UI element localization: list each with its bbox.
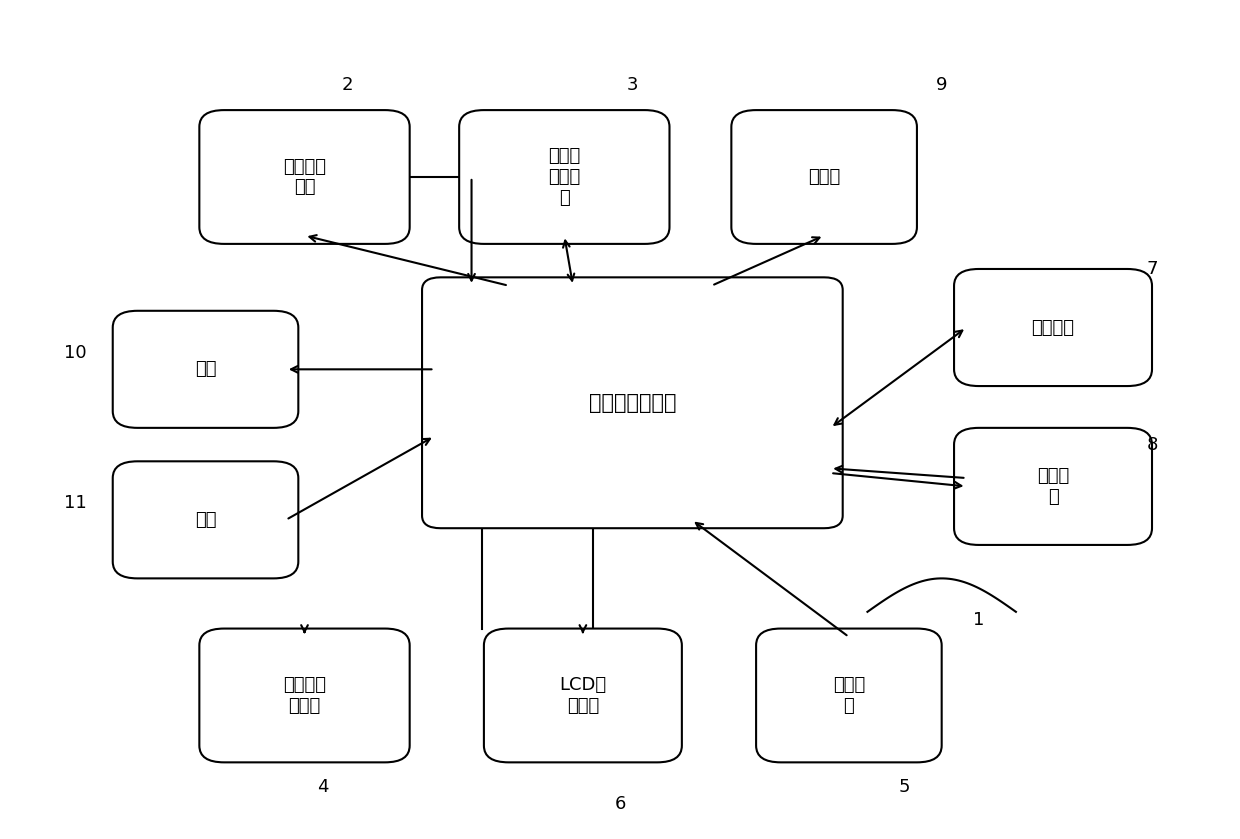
FancyBboxPatch shape	[459, 110, 670, 244]
FancyBboxPatch shape	[200, 110, 409, 244]
Text: 壳体: 壳体	[195, 511, 216, 529]
Text: 发声单元: 发声单元	[1032, 319, 1075, 336]
Text: 3: 3	[626, 76, 639, 94]
Text: 9: 9	[936, 76, 947, 94]
Text: 身份证
读取模
块: 身份证 读取模 块	[548, 147, 580, 206]
Text: 11: 11	[64, 494, 87, 512]
Text: 8: 8	[1146, 435, 1158, 454]
Text: 电池模
块: 电池模 块	[1037, 467, 1069, 506]
Text: 红外测温
模块: 红外测温 模块	[283, 158, 326, 196]
Text: 7: 7	[1146, 260, 1158, 278]
Text: 微电脑控制电路: 微电脑控制电路	[589, 393, 676, 413]
FancyBboxPatch shape	[954, 428, 1152, 545]
Text: 按键: 按键	[195, 360, 216, 378]
FancyBboxPatch shape	[113, 310, 299, 428]
Text: LCD显
示模块: LCD显 示模块	[559, 676, 606, 715]
Text: 6: 6	[614, 795, 626, 813]
Text: 1: 1	[973, 611, 985, 629]
FancyBboxPatch shape	[200, 628, 409, 763]
FancyBboxPatch shape	[954, 269, 1152, 386]
FancyBboxPatch shape	[756, 628, 941, 763]
Text: 二维码读
取模块: 二维码读 取模块	[283, 676, 326, 715]
FancyBboxPatch shape	[422, 278, 843, 529]
Text: 2: 2	[342, 76, 353, 94]
Text: 4: 4	[317, 779, 329, 796]
Text: 10: 10	[64, 344, 87, 362]
FancyBboxPatch shape	[484, 628, 682, 763]
FancyBboxPatch shape	[732, 110, 916, 244]
Text: 指示灯: 指示灯	[808, 168, 841, 186]
Text: 通信模
块: 通信模 块	[833, 676, 866, 715]
FancyBboxPatch shape	[113, 461, 299, 578]
Text: 5: 5	[899, 779, 910, 796]
